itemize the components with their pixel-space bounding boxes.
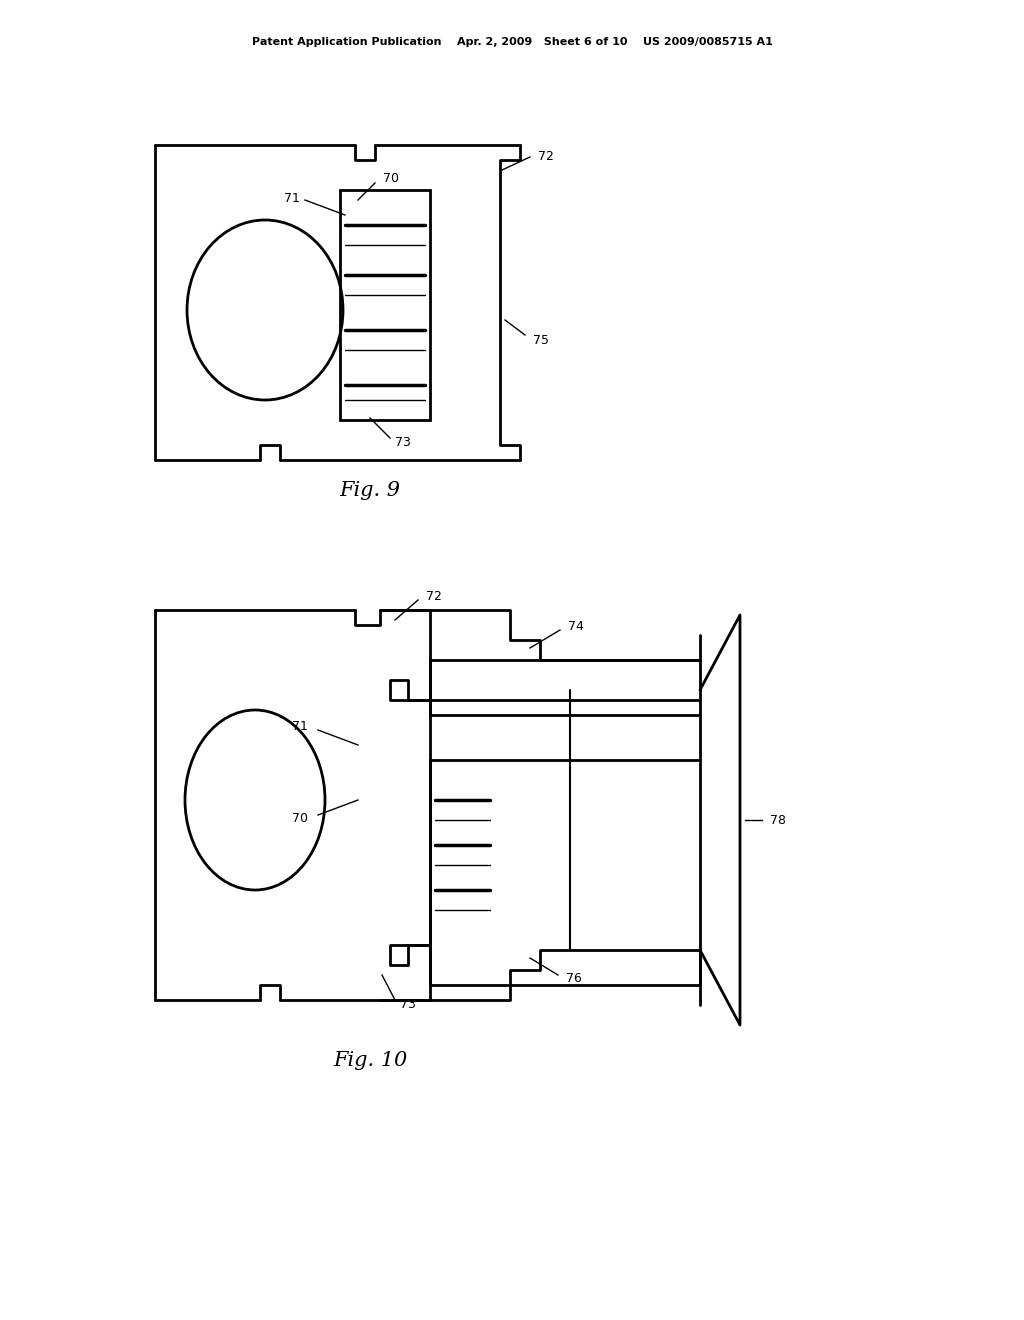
Text: 73: 73 xyxy=(395,437,411,450)
Text: 70: 70 xyxy=(383,172,399,185)
Text: Fig. 10: Fig. 10 xyxy=(333,1051,408,1069)
Text: 73: 73 xyxy=(400,998,416,1011)
Text: Patent Application Publication    Apr. 2, 2009   Sheet 6 of 10    US 2009/008571: Patent Application Publication Apr. 2, 2… xyxy=(252,37,772,48)
Text: 71: 71 xyxy=(292,721,308,734)
Bar xyxy=(340,190,430,420)
Text: 75: 75 xyxy=(534,334,549,346)
Text: 71: 71 xyxy=(284,191,300,205)
Text: 70: 70 xyxy=(292,812,308,825)
Text: Fig. 9: Fig. 9 xyxy=(340,480,400,499)
Text: 72: 72 xyxy=(426,590,442,603)
Text: 76: 76 xyxy=(566,972,582,985)
Text: 74: 74 xyxy=(568,620,584,634)
Text: 72: 72 xyxy=(538,150,554,164)
Text: 78: 78 xyxy=(770,813,786,826)
